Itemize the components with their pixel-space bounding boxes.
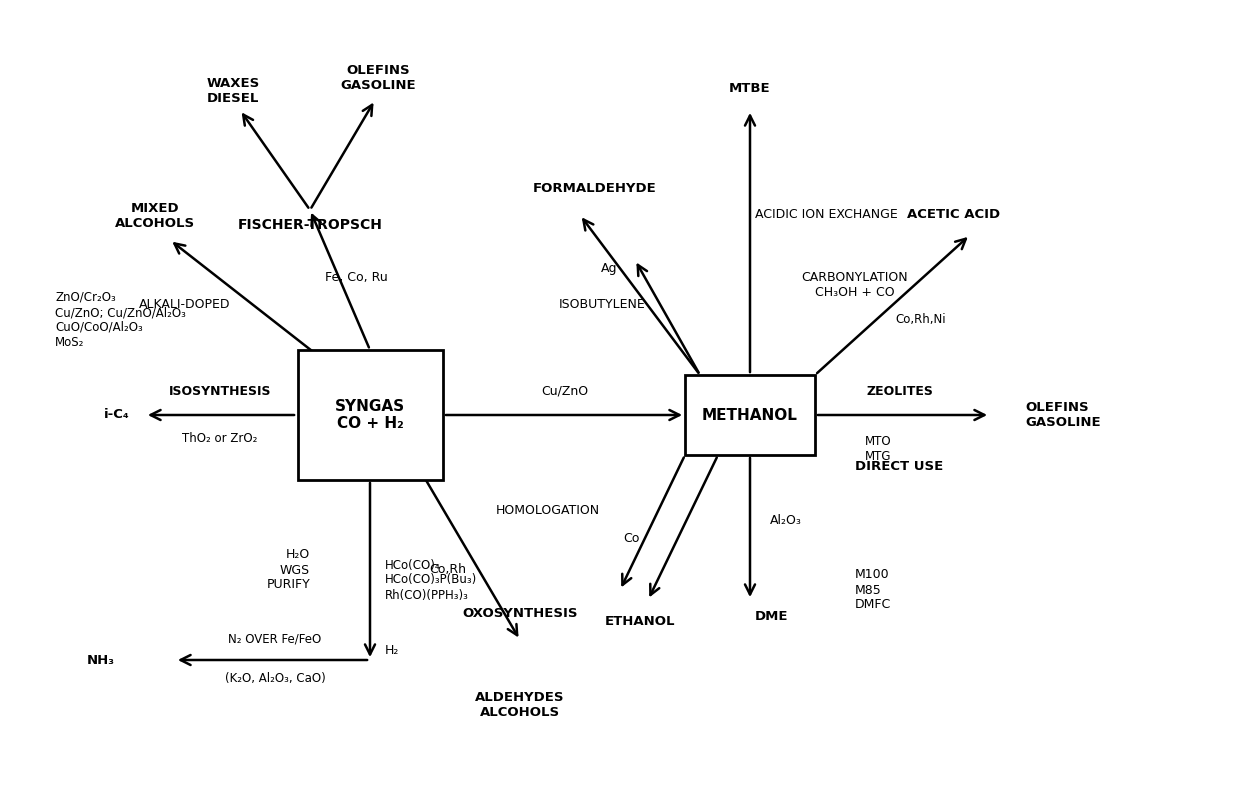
FancyBboxPatch shape (684, 375, 815, 455)
Text: Ag: Ag (600, 262, 618, 275)
Text: ACETIC ACID: ACETIC ACID (906, 208, 999, 221)
Text: ALDEHYDES
ALCOHOLS: ALDEHYDES ALCOHOLS (475, 691, 564, 719)
Text: MIXED
ALCOHOLS: MIXED ALCOHOLS (115, 202, 195, 230)
Text: HOMOLOGATION: HOMOLOGATION (496, 504, 600, 517)
Text: ZEOLITES: ZEOLITES (867, 385, 934, 398)
Text: CARBONYLATION
CH₃OH + CO: CARBONYLATION CH₃OH + CO (802, 271, 909, 299)
Text: WAXES
DIESEL: WAXES DIESEL (206, 77, 259, 105)
Text: OXOSYNTHESIS: OXOSYNTHESIS (463, 607, 578, 620)
Text: ISOBUTYLENE: ISOBUTYLENE (558, 298, 645, 311)
Text: METHANOL: METHANOL (702, 407, 797, 423)
Text: FORMALDEHYDE: FORMALDEHYDE (533, 182, 657, 195)
Text: OLEFINS
GASOLINE: OLEFINS GASOLINE (1025, 401, 1101, 429)
Text: Fe, Co, Ru: Fe, Co, Ru (325, 272, 388, 285)
Text: ALKALI-DOPED: ALKALI-DOPED (139, 298, 229, 311)
Text: ISOSYNTHESIS: ISOSYNTHESIS (169, 385, 272, 398)
Text: NH₃: NH₃ (87, 654, 115, 667)
Text: N₂ OVER Fe/FeO: N₂ OVER Fe/FeO (228, 632, 321, 645)
Text: ZnO/Cr₂O₃
Cu/ZnO; Cu/ZnO/Al₂O₃
CuO/CoO/Al₂O₃
MoS₂: ZnO/Cr₂O₃ Cu/ZnO; Cu/ZnO/Al₂O₃ CuO/CoO/A… (55, 291, 186, 349)
Text: Co: Co (624, 532, 640, 545)
Text: H₂O
WGS
PURIFY: H₂O WGS PURIFY (267, 548, 310, 591)
Text: ETHANOL: ETHANOL (605, 615, 676, 628)
Text: Co,Rh,Ni: Co,Rh,Ni (895, 314, 946, 327)
Text: H₂: H₂ (384, 643, 399, 656)
Text: HCo(CO)₄
HCo(CO)₃P(Bu₃)
Rh(CO)(PPH₃)₃: HCo(CO)₄ HCo(CO)₃P(Bu₃) Rh(CO)(PPH₃)₃ (384, 559, 477, 602)
Text: MTO
MTG: MTO MTG (866, 435, 892, 463)
Text: Al₂O₃: Al₂O₃ (770, 513, 802, 526)
Text: MTBE: MTBE (729, 82, 771, 95)
Text: SYNGAS
CO + H₂: SYNGAS CO + H₂ (335, 399, 405, 431)
Text: OLEFINS
GASOLINE: OLEFINS GASOLINE (340, 64, 415, 92)
Text: (K₂O, Al₂O₃, CaO): (K₂O, Al₂O₃, CaO) (224, 672, 325, 685)
Text: ThO₂ or ZrO₂: ThO₂ or ZrO₂ (182, 432, 258, 445)
Text: Cu/ZnO: Cu/ZnO (542, 385, 589, 398)
Text: Co,Rh: Co,Rh (429, 564, 466, 577)
Text: ACIDIC ION EXCHANGE: ACIDIC ION EXCHANGE (755, 208, 898, 221)
Text: i-C₄: i-C₄ (104, 409, 130, 422)
Text: FISCHER-TROPSCH: FISCHER-TROPSCH (238, 218, 382, 232)
Text: DIRECT USE: DIRECT USE (856, 460, 944, 473)
Text: M100
M85
DMFC: M100 M85 DMFC (856, 569, 892, 611)
FancyBboxPatch shape (298, 350, 443, 480)
Text: DME: DME (755, 610, 789, 623)
